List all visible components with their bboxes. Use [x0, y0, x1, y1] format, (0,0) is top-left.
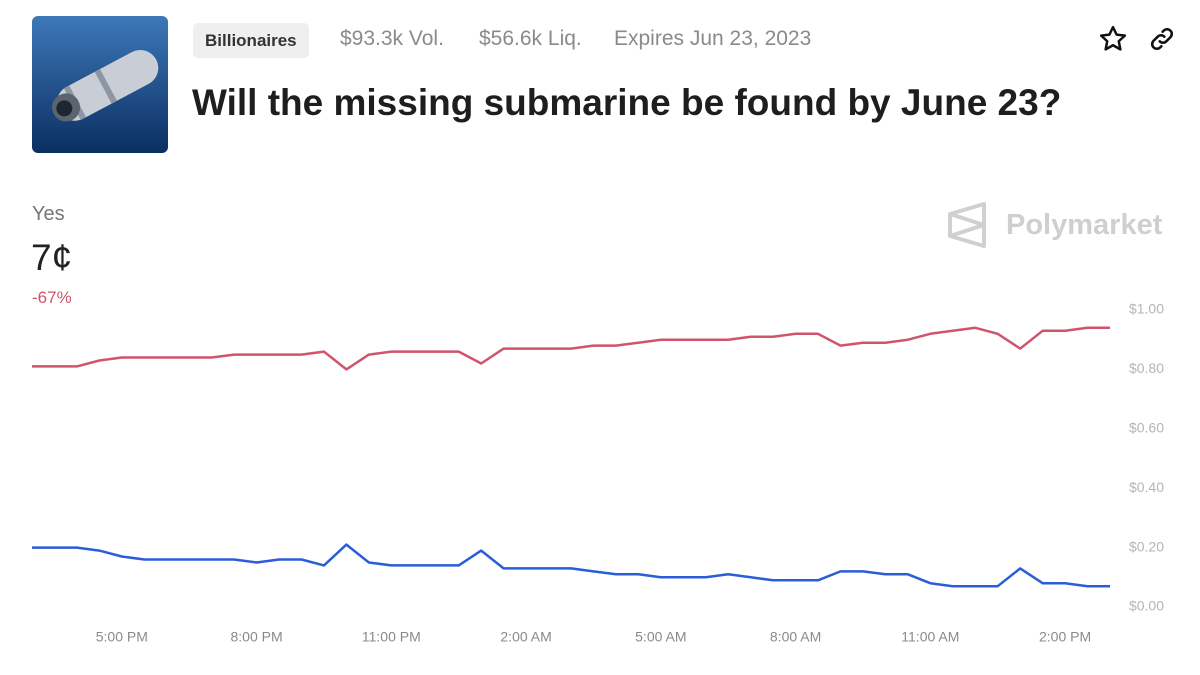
x-tick-label: 11:00 PM [362, 629, 421, 645]
x-tick-label: 8:00 AM [770, 629, 821, 645]
y-tick-label: $0.40 [1129, 479, 1164, 495]
outcome-name: Yes [32, 203, 65, 225]
outcome-price: 7¢ [31, 237, 73, 278]
brand-name: Polymarket [1006, 209, 1163, 241]
category-tag[interactable]: Billionaires [193, 23, 309, 58]
expiry: Expires Jun 23, 2023 [614, 27, 812, 50]
x-tick-label: 5:00 PM [96, 629, 148, 645]
brand-logo [948, 202, 986, 248]
y-tick-label: $1.00 [1129, 301, 1164, 317]
y-tick-label: $0.00 [1129, 598, 1164, 614]
x-tick-label: 5:00 AM [635, 629, 686, 645]
price-line [32, 326, 1110, 371]
y-tick-label: $0.20 [1129, 538, 1164, 554]
x-tick-label: 2:00 PM [1039, 629, 1091, 645]
y-tick-label: $0.60 [1129, 420, 1164, 436]
x-tick-label: 2:00 AM [500, 629, 551, 645]
star-icon[interactable] [1098, 24, 1128, 54]
market-title: Will the missing submarine be found by J… [192, 82, 1062, 123]
volume: $93.3k Vol. [340, 27, 444, 50]
price-change: -67% [32, 288, 72, 307]
link-icon[interactable] [1148, 25, 1176, 53]
y-tick-label: $0.80 [1129, 360, 1164, 376]
market-image [32, 16, 168, 153]
liquidity: $56.6k Liq. [479, 27, 582, 50]
price-line [32, 543, 1110, 588]
x-tick-label: 8:00 PM [231, 629, 283, 645]
x-tick-label: 11:00 AM [901, 629, 959, 645]
